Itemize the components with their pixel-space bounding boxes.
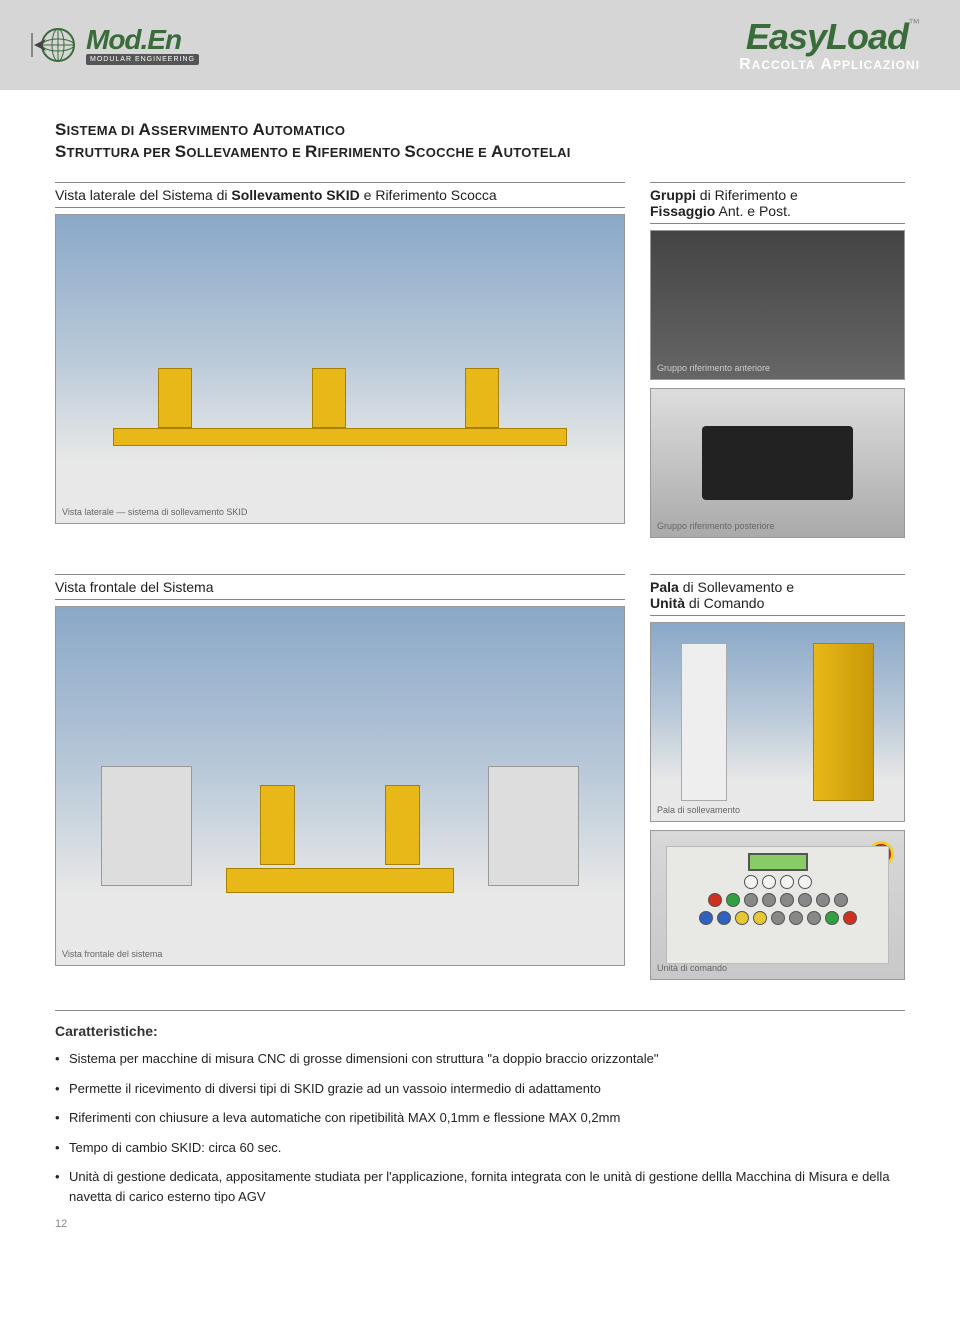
panel-button-icon — [735, 911, 749, 925]
logo-text: Mod.En MODULAR ENGINEERING — [86, 26, 199, 65]
panel-button-icon — [744, 893, 758, 907]
panel-display-icon — [748, 853, 808, 871]
row-bottom: Vista frontale del Sistema Vista frontal… — [55, 574, 905, 980]
panel-button-icon — [798, 893, 812, 907]
feature-item: Unità di gestione dedicata, appositament… — [55, 1167, 905, 1206]
caption-bottom-left: Vista frontale del Sistema — [55, 574, 625, 600]
panel-button-icon — [780, 893, 794, 907]
panel-button-icon — [762, 893, 776, 907]
logo-sub-text: MODULAR ENGINEERING — [86, 54, 199, 65]
panel-button-icon — [699, 911, 713, 925]
section-title-line1: SISTEMA DI ASSERVIMENTO AUTOMATICO — [55, 120, 905, 140]
col-top-left: Vista laterale del Sistema di Sollevamen… — [55, 182, 625, 546]
divider — [55, 1010, 905, 1011]
control-panel — [666, 846, 889, 964]
logo: Mod.En MODULAR ENGINEERING — [30, 21, 199, 69]
product-subtitle: RACCOLTA APPLICAZIONI — [739, 56, 920, 74]
caption-bottom-right: Pala di Sollevamento e Unità di Comando — [650, 574, 905, 616]
page-content: SISTEMA DI ASSERVIMENTO AUTOMATICO STRUT… — [0, 90, 960, 1250]
logo-globe-icon — [30, 21, 78, 69]
features-list: Sistema per macchine di misura CNC di gr… — [55, 1049, 905, 1206]
panel-button-icon — [753, 911, 767, 925]
photo-reference-group-front: Gruppo riferimento anteriore — [650, 230, 905, 380]
caption-top-right: Gruppi di Riferimento e Fissaggio Ant. e… — [650, 182, 905, 224]
header-band: Mod.En MODULAR ENGINEERING EasyLoad™ RAC… — [0, 0, 960, 90]
panel-button-icon — [789, 911, 803, 925]
logo-main-text: Mod.En — [86, 26, 199, 54]
feature-item: Permette il ricevimento di diversi tipi … — [55, 1079, 905, 1099]
page-number: 12 — [55, 1218, 905, 1230]
row-top: Vista laterale del Sistema di Sollevamen… — [55, 182, 905, 546]
col-bottom-right: Pala di Sollevamento e Unità di Comando … — [650, 574, 905, 980]
col-top-right: Gruppi di Riferimento e Fissaggio Ant. e… — [650, 182, 905, 546]
caption-top-left: Vista laterale del Sistema di Sollevamen… — [55, 182, 625, 208]
panel-button-icon — [762, 875, 776, 889]
photo-frontal-view: Vista frontale del sistema — [55, 606, 625, 966]
section-title-line2: STRUTTURA PER SOLLEVAMENTO E RIFERIMENTO… — [55, 142, 905, 162]
photo-reference-group-rear: Gruppo riferimento posteriore — [650, 388, 905, 538]
product-title: EasyLoad — [746, 16, 908, 57]
panel-button-icon — [780, 875, 794, 889]
trademark-symbol: ™ — [908, 16, 920, 30]
panel-button-icon — [744, 875, 758, 889]
feature-item: Tempo di cambio SKID: circa 60 sec. — [55, 1138, 905, 1158]
features-heading: Caratteristiche: — [55, 1023, 905, 1039]
panel-button-icon — [798, 875, 812, 889]
col-bottom-left: Vista frontale del Sistema Vista frontal… — [55, 574, 625, 980]
panel-button-icon — [726, 893, 740, 907]
product-header: EasyLoad™ RACCOLTA APPLICAZIONI — [739, 16, 920, 74]
photo-control-unit: Unità di comando — [650, 830, 905, 980]
feature-item: Sistema per macchine di misura CNC di gr… — [55, 1049, 905, 1069]
feature-item: Riferimenti con chiusure a leva automati… — [55, 1108, 905, 1128]
panel-button-icon — [825, 911, 839, 925]
panel-button-icon — [834, 893, 848, 907]
panel-button-icon — [708, 893, 722, 907]
panel-button-icon — [807, 911, 821, 925]
product-title-wrap: EasyLoad™ — [739, 16, 920, 58]
panel-button-icon — [717, 911, 731, 925]
photo-lifting-blade: Pala di sollevamento — [650, 622, 905, 822]
panel-button-icon — [843, 911, 857, 925]
photo-lateral-view: Vista laterale — sistema di sollevamento… — [55, 214, 625, 524]
panel-button-icon — [771, 911, 785, 925]
panel-button-icon — [816, 893, 830, 907]
